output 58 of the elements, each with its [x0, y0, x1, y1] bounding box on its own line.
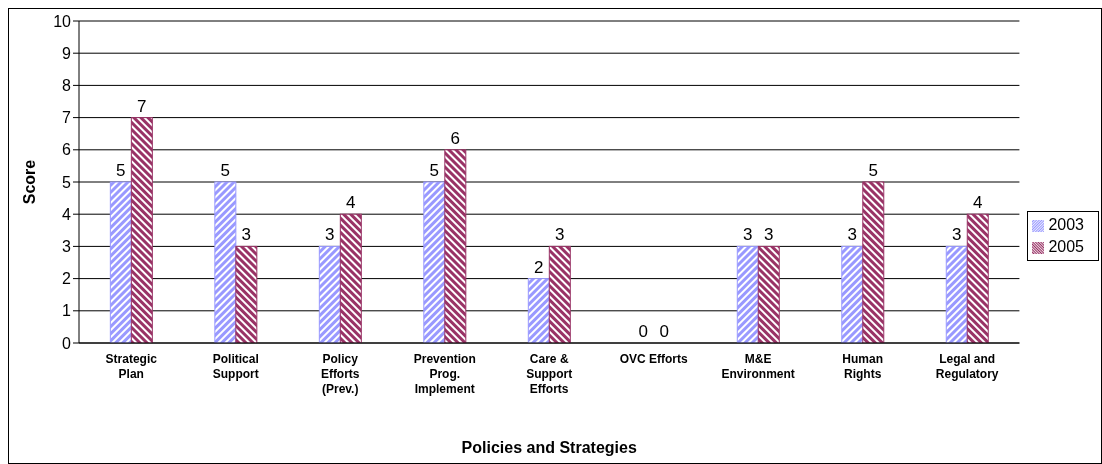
data-label: 5 — [868, 161, 879, 180]
bar — [527, 278, 550, 343]
x-tick-label: Political Support — [212, 352, 259, 381]
bar — [130, 117, 153, 343]
x-tick-label: Human Rights — [842, 352, 884, 381]
data-label: 3 — [555, 225, 565, 245]
bar — [109, 181, 132, 343]
y-axis-title: Score — [20, 159, 38, 205]
legend-label: 2003 — [1048, 216, 1084, 233]
data-label: 3 — [325, 225, 335, 245]
bar — [214, 181, 237, 343]
data-label: 4 — [973, 193, 983, 213]
bar — [966, 213, 989, 343]
x-tick-label: OVC Efforts — [619, 352, 689, 366]
y-tick-label: 6 — [62, 141, 72, 159]
legend-label: 2005 — [1048, 238, 1084, 255]
x-tick-label: Policy Efforts (Prev.) — [320, 352, 360, 396]
bar — [945, 245, 968, 343]
bar — [444, 149, 467, 343]
data-label: 6 — [450, 128, 461, 148]
data-label: 0 — [659, 322, 670, 341]
data-label: 3 — [241, 225, 252, 245]
data-label: 2 — [534, 257, 544, 277]
data-label: 3 — [847, 225, 858, 245]
y-tick-label: 8 — [62, 77, 72, 95]
data-label: 3 — [952, 225, 962, 245]
y-tick-label: 1 — [62, 302, 72, 320]
data-label: 4 — [346, 193, 356, 213]
y-tick-label: 10 — [53, 12, 72, 30]
x-tick-label: Legal and Regulatory — [935, 352, 999, 381]
x-axis-title: Policies and Strategies — [461, 439, 637, 456]
y-tick-label: 3 — [62, 238, 72, 256]
y-tick-label: 7 — [62, 109, 72, 127]
data-label: 0 — [638, 322, 649, 341]
bar — [841, 245, 864, 343]
data-label: 5 — [429, 161, 440, 180]
bar — [235, 245, 258, 343]
data-label: 3 — [764, 225, 774, 245]
data-label: 5 — [116, 161, 126, 180]
x-tick-label: Strategic Plan — [105, 352, 158, 381]
x-tick-label: M&E Environment — [721, 352, 795, 381]
y-tick-label: 0 — [62, 334, 72, 352]
bar — [757, 245, 780, 343]
bar — [736, 245, 759, 343]
data-label: 3 — [743, 225, 753, 245]
y-tick-label: 2 — [62, 270, 72, 288]
bar — [548, 245, 571, 343]
bar — [318, 245, 341, 343]
y-tick-label: 5 — [62, 173, 72, 191]
bar — [862, 181, 885, 343]
y-tick-label: 9 — [62, 44, 72, 62]
data-label: 7 — [137, 96, 147, 116]
x-tick-label: Prevention Prog. Implement — [413, 352, 476, 396]
data-label: 5 — [220, 161, 231, 180]
bar — [339, 213, 362, 343]
y-tick-label: 4 — [62, 205, 72, 223]
x-tick-label: Care & Support Efforts — [526, 352, 573, 396]
bar — [423, 181, 446, 343]
